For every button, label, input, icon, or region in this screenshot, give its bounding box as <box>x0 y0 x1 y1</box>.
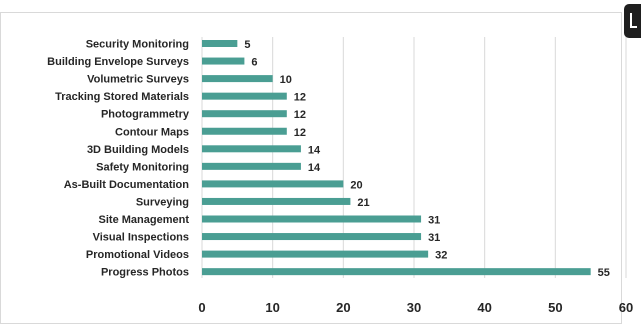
corner-logo-icon <box>624 4 641 38</box>
bar <box>202 127 287 135</box>
data-label: 6 <box>251 57 257 69</box>
category-label: Volumetric Surveys <box>87 74 189 86</box>
data-label: 20 <box>350 179 362 191</box>
corner-logo-glyph <box>630 13 637 28</box>
bar <box>202 75 273 83</box>
data-label: 31 <box>428 215 440 227</box>
category-label: 3D Building Models <box>87 144 189 156</box>
bar <box>202 110 287 118</box>
x-tick-label: 0 <box>198 300 205 315</box>
data-label: 12 <box>294 92 306 104</box>
data-label: 32 <box>435 250 447 262</box>
gridlines <box>201 37 627 278</box>
bar <box>202 40 238 47</box>
x-tick-label: 30 <box>407 300 421 315</box>
x-tick-label: 10 <box>265 300 279 315</box>
bar <box>202 162 301 170</box>
x-tick-label: 40 <box>477 300 491 315</box>
bar <box>202 57 245 65</box>
x-tick-label: 50 <box>548 300 562 315</box>
data-label: 10 <box>280 74 292 86</box>
category-labels: Security Monitoring Building Envelope Sur… <box>47 39 190 279</box>
category-label: Surveying <box>136 196 189 208</box>
data-label: 55 <box>598 267 610 279</box>
category-label: Site Management <box>99 214 190 226</box>
category-label: Photogrammetry <box>101 109 190 121</box>
data-label: 12 <box>294 127 306 139</box>
data-label: 5 <box>244 39 250 51</box>
category-label: Tracking Stored Materials <box>55 91 189 103</box>
category-label: Security Monitoring <box>86 39 189 51</box>
data-label: 31 <box>428 232 440 244</box>
category-label: Safety Monitoring <box>96 161 189 173</box>
x-tick-label: 60 <box>619 300 633 315</box>
x-tick-label: 20 <box>336 300 350 315</box>
category-label: Visual Inspections <box>93 232 189 244</box>
category-label: Promotional Videos <box>86 249 189 261</box>
category-label: Progress Photos <box>101 267 189 279</box>
bar <box>202 250 429 258</box>
category-label: As-Built Documentation <box>64 179 190 191</box>
bars <box>202 40 591 276</box>
bar <box>202 233 422 241</box>
bar <box>202 215 422 223</box>
data-label: 12 <box>294 109 306 121</box>
bar <box>202 180 344 188</box>
category-label: Contour Maps <box>115 126 189 138</box>
category-label: Building Envelope Surveys <box>47 56 189 68</box>
bar <box>202 145 301 153</box>
x-axis-tick-labels: 0 10 20 30 40 50 60 <box>198 300 633 315</box>
data-label: 21 <box>357 197 369 209</box>
bar <box>202 92 287 100</box>
data-label: 14 <box>308 144 321 156</box>
bar <box>202 268 591 276</box>
bar <box>202 197 351 205</box>
data-label: 14 <box>308 162 321 174</box>
